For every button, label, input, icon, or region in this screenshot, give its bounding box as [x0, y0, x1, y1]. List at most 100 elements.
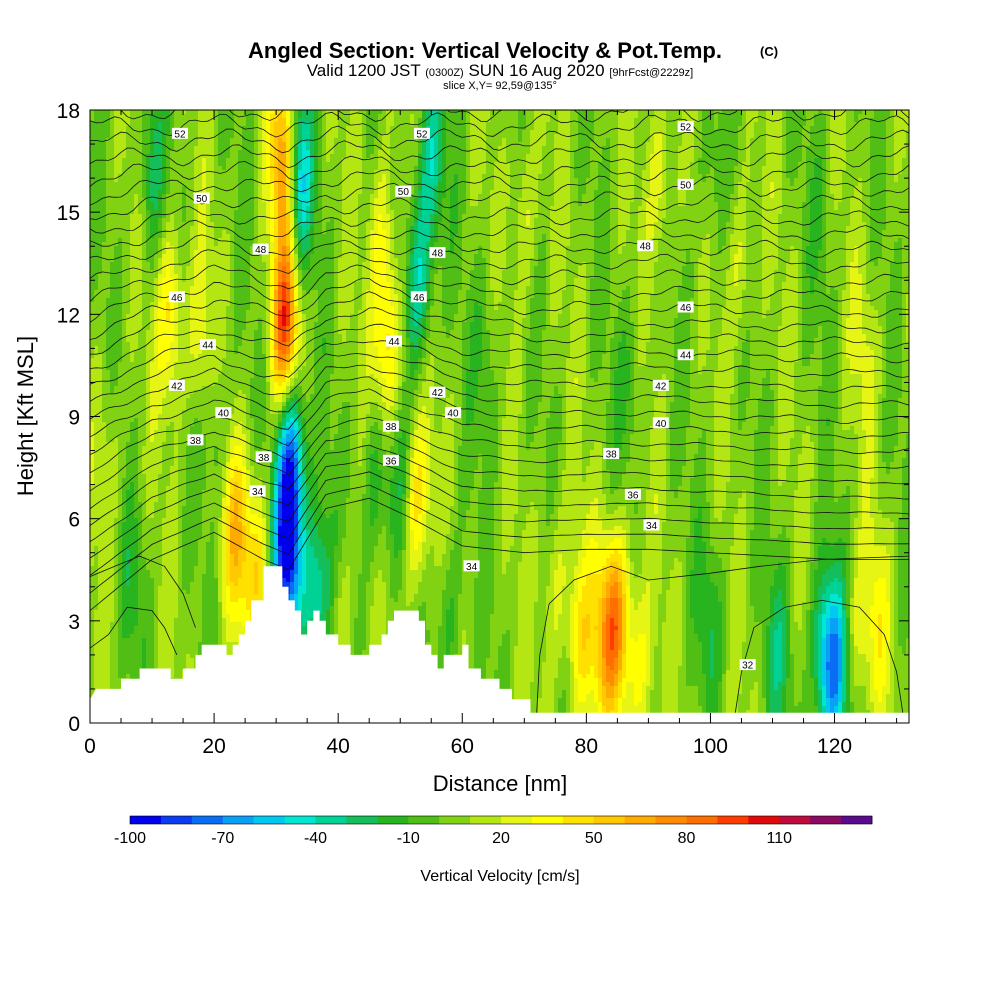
velocity-cell: [670, 138, 675, 143]
velocity-cell: [534, 154, 539, 159]
velocity-cell: [838, 122, 843, 127]
velocity-cell: [234, 138, 239, 143]
velocity-cell: [122, 182, 127, 187]
velocity-cell: [222, 178, 227, 183]
velocity-cell: [758, 130, 763, 135]
velocity-cell: [138, 166, 143, 171]
velocity-cell: [786, 158, 791, 163]
velocity-cell: [370, 166, 375, 171]
figure: Angled Section: Vertical Velocity & Pot.…: [0, 0, 1000, 1000]
velocity-cell: [518, 202, 523, 207]
velocity-cell: [230, 138, 235, 143]
velocity-cell: [650, 142, 655, 147]
velocity-cell: [818, 190, 823, 195]
velocity-cell: [98, 194, 103, 199]
velocity-cell: [898, 150, 903, 155]
velocity-cell: [810, 190, 815, 195]
velocity-cell: [666, 118, 671, 123]
velocity-cell: [334, 166, 339, 171]
velocity-cell: [266, 202, 271, 207]
velocity-cell: [274, 206, 279, 211]
velocity-cell: [258, 162, 263, 167]
velocity-cell: [774, 110, 779, 115]
velocity-cell: [810, 126, 815, 131]
velocity-cell: [854, 114, 859, 119]
velocity-cell: [110, 150, 115, 155]
velocity-cell: [362, 190, 367, 195]
velocity-cell: [294, 170, 299, 175]
velocity-cell: [130, 150, 135, 155]
velocity-cell: [870, 158, 875, 163]
velocity-cell: [290, 130, 295, 135]
velocity-cell: [606, 122, 611, 127]
velocity-cell: [370, 174, 375, 179]
velocity-cell: [302, 110, 307, 115]
velocity-cell: [102, 182, 107, 187]
velocity-cell: [266, 122, 271, 127]
velocity-cell: [294, 110, 299, 115]
velocity-cell: [886, 198, 891, 203]
velocity-cell: [514, 190, 519, 195]
velocity-cell: [138, 206, 143, 211]
velocity-cell: [858, 186, 863, 191]
velocity-cell: [354, 194, 359, 199]
velocity-cell: [90, 146, 95, 151]
velocity-cell: [310, 110, 315, 115]
velocity-cell: [150, 174, 155, 179]
velocity-cell: [810, 122, 815, 127]
velocity-cell: [122, 154, 127, 159]
velocity-cell: [438, 122, 443, 127]
velocity-cell: [854, 158, 859, 163]
velocity-cell: [362, 166, 367, 171]
velocity-cell: [614, 186, 619, 191]
velocity-cell: [314, 114, 319, 119]
velocity-cell: [534, 150, 539, 155]
velocity-cell: [394, 138, 399, 143]
velocity-cell: [150, 198, 155, 203]
velocity-cell: [486, 190, 491, 195]
velocity-cell: [714, 138, 719, 143]
velocity-cell: [698, 134, 703, 139]
velocity-cell: [510, 162, 515, 167]
velocity-cell: [266, 190, 271, 195]
velocity-cell: [690, 110, 695, 115]
velocity-cell: [690, 114, 695, 119]
velocity-cell: [142, 146, 147, 151]
velocity-cell: [146, 202, 151, 207]
velocity-cell: [210, 190, 215, 195]
velocity-cell: [178, 154, 183, 159]
velocity-cell: [546, 198, 551, 203]
velocity-cell: [374, 166, 379, 171]
velocity-cell: [590, 126, 595, 131]
velocity-cell: [310, 206, 315, 211]
velocity-cell: [386, 126, 391, 131]
velocity-cell: [278, 122, 283, 127]
velocity-cell: [502, 110, 507, 115]
velocity-cell: [794, 194, 799, 199]
velocity-cell: [226, 126, 231, 131]
velocity-cell: [450, 158, 455, 163]
velocity-cell: [830, 122, 835, 127]
velocity-cell: [466, 146, 471, 151]
velocity-cell: [762, 170, 767, 175]
velocity-cell: [546, 186, 551, 191]
velocity-cell: [186, 146, 191, 151]
velocity-cell: [342, 134, 347, 139]
velocity-cell: [334, 202, 339, 207]
velocity-cell: [834, 126, 839, 131]
velocity-cell: [414, 178, 419, 183]
velocity-cell: [698, 126, 703, 131]
velocity-cell: [598, 126, 603, 131]
velocity-cell: [638, 110, 643, 115]
velocity-cell: [206, 150, 211, 155]
velocity-cell: [178, 122, 183, 127]
velocity-cell: [698, 170, 703, 175]
velocity-cell: [582, 126, 587, 131]
velocity-cell: [158, 178, 163, 183]
velocity-cell: [798, 170, 803, 175]
velocity-cell: [686, 154, 691, 159]
velocity-cell: [718, 146, 723, 151]
velocity-cell: [898, 178, 903, 183]
velocity-cell: [150, 158, 155, 163]
velocity-cell: [746, 166, 751, 171]
